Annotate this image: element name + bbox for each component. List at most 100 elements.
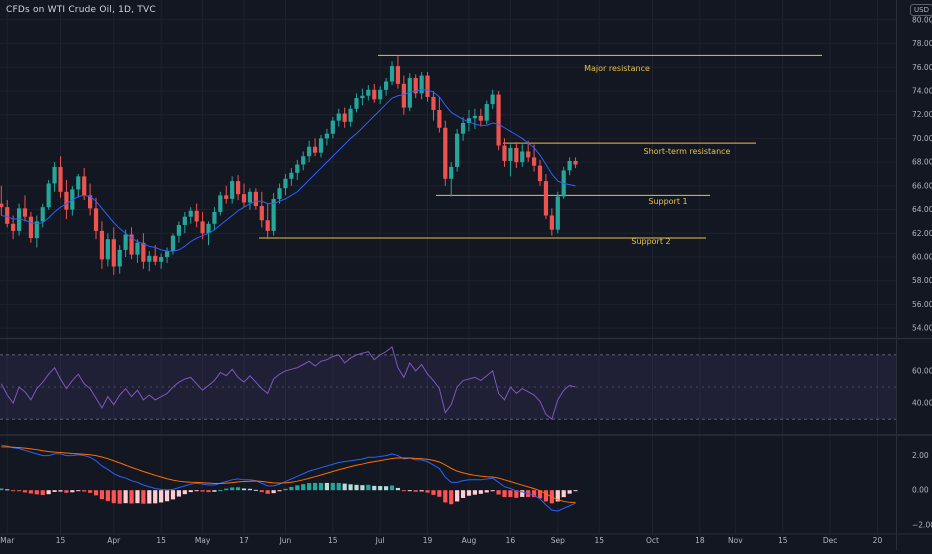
candle[interactable] xyxy=(354,98,359,109)
candle[interactable] xyxy=(395,66,401,84)
candle[interactable] xyxy=(241,194,247,203)
macd-histogram-bar[interactable] xyxy=(236,487,241,491)
candle[interactable] xyxy=(366,89,371,96)
currency-badge[interactable]: USD xyxy=(910,4,932,16)
macd-histogram-bar[interactable] xyxy=(496,490,501,495)
candle[interactable] xyxy=(117,249,122,267)
candle[interactable] xyxy=(188,210,193,217)
macd-histogram-bar[interactable] xyxy=(58,490,63,492)
macd-histogram-bar[interactable] xyxy=(478,490,483,494)
candle[interactable] xyxy=(82,176,87,196)
macd-histogram-bar[interactable] xyxy=(153,490,158,504)
macd-histogram-bar[interactable] xyxy=(40,490,45,496)
candle[interactable] xyxy=(265,220,270,231)
macd-histogram-bar[interactable] xyxy=(318,482,324,491)
macd-histogram-bar[interactable] xyxy=(431,490,436,495)
candle[interactable] xyxy=(129,234,134,255)
macd-histogram-bar[interactable] xyxy=(277,490,282,492)
candle[interactable] xyxy=(16,208,22,231)
macd-histogram-bar[interactable] xyxy=(188,490,193,493)
candle[interactable] xyxy=(5,207,10,224)
macd-histogram-bar[interactable] xyxy=(82,490,87,492)
candle[interactable] xyxy=(384,81,389,90)
macd-histogram-bar[interactable] xyxy=(443,490,448,503)
candle[interactable] xyxy=(99,230,105,260)
candle[interactable] xyxy=(164,251,170,257)
macd-histogram-bar[interactable] xyxy=(16,490,22,492)
candle[interactable] xyxy=(466,118,472,124)
candle[interactable] xyxy=(159,257,164,262)
candle[interactable] xyxy=(455,133,460,167)
candle[interactable] xyxy=(360,95,365,99)
candle[interactable] xyxy=(514,147,519,163)
candle[interactable] xyxy=(236,181,241,195)
candle[interactable] xyxy=(105,239,110,260)
candle[interactable] xyxy=(472,115,477,119)
macd-histogram-bar[interactable] xyxy=(218,490,223,492)
macd-histogram-bar[interactable] xyxy=(413,490,418,492)
candle[interactable] xyxy=(520,151,525,163)
candle[interactable] xyxy=(425,75,430,97)
macd-histogram-bar[interactable] xyxy=(241,488,247,491)
candle[interactable] xyxy=(295,164,300,173)
candle[interactable] xyxy=(182,216,187,225)
candle[interactable] xyxy=(543,181,549,216)
candle[interactable] xyxy=(46,183,51,208)
macd-histogram-bar[interactable] xyxy=(88,490,93,493)
candle[interactable] xyxy=(52,166,57,184)
macd-histogram-bar[interactable] xyxy=(555,490,560,502)
candle[interactable] xyxy=(318,138,324,153)
macd-pane[interactable] xyxy=(0,444,578,512)
macd-histogram-bar[interactable] xyxy=(567,490,572,494)
candle[interactable] xyxy=(508,147,513,161)
macd-histogram-bar[interactable] xyxy=(105,490,110,501)
macd-histogram-bar[interactable] xyxy=(360,485,365,491)
candle[interactable] xyxy=(307,146,312,157)
candle[interactable] xyxy=(460,123,466,134)
macd-histogram-bar[interactable] xyxy=(532,490,537,497)
macd-histogram-bar[interactable] xyxy=(123,490,128,504)
macd-histogram-bar[interactable] xyxy=(537,490,543,499)
candle[interactable] xyxy=(437,109,442,128)
macd-histogram-bar[interactable] xyxy=(330,482,335,491)
macd-histogram-bar[interactable] xyxy=(336,482,341,491)
macd-histogram-bar[interactable] xyxy=(70,490,75,493)
candle[interactable] xyxy=(413,77,418,94)
price-pane[interactable]: Major resistance Short-term resistance Sup… xyxy=(0,54,822,275)
candle[interactable] xyxy=(218,195,223,212)
candle[interactable] xyxy=(194,210,199,222)
macd-histogram-bar[interactable] xyxy=(466,490,472,496)
macd-histogram-bar[interactable] xyxy=(384,486,389,491)
macd-histogram-bar[interactable] xyxy=(212,490,217,492)
macd-histogram-bar[interactable] xyxy=(472,490,477,495)
candle[interactable] xyxy=(64,191,69,210)
candle[interactable] xyxy=(70,189,75,210)
macd-histogram-bar[interactable] xyxy=(502,490,507,498)
macd-histogram-bar[interactable] xyxy=(182,490,187,495)
macd-histogram-bar[interactable] xyxy=(401,490,406,492)
macd-histogram-bar[interactable] xyxy=(514,490,519,498)
candle[interactable] xyxy=(484,104,489,121)
candle[interactable] xyxy=(401,83,406,108)
candle[interactable] xyxy=(147,255,152,262)
macd-histogram-bar[interactable] xyxy=(170,490,176,500)
macd-histogram-bar[interactable] xyxy=(52,490,57,492)
macd-histogram-bar[interactable] xyxy=(490,490,495,492)
candle[interactable] xyxy=(176,224,181,236)
macd-histogram-bar[interactable] xyxy=(141,490,146,504)
macd-histogram-bar[interactable] xyxy=(230,487,235,491)
candle[interactable] xyxy=(253,191,258,207)
macd-histogram-bar[interactable] xyxy=(5,489,10,491)
sma-line[interactable] xyxy=(1,89,576,252)
macd-histogram-bar[interactable] xyxy=(520,490,525,497)
macd-histogram-bar[interactable] xyxy=(301,484,306,491)
candle[interactable] xyxy=(502,145,507,161)
macd-histogram-bar[interactable] xyxy=(449,490,454,505)
candle[interactable] xyxy=(449,166,454,179)
macd-histogram-bar[interactable] xyxy=(200,490,205,492)
macd-histogram-bar[interactable] xyxy=(253,489,258,491)
candle[interactable] xyxy=(271,198,276,231)
candle[interactable] xyxy=(76,176,81,190)
